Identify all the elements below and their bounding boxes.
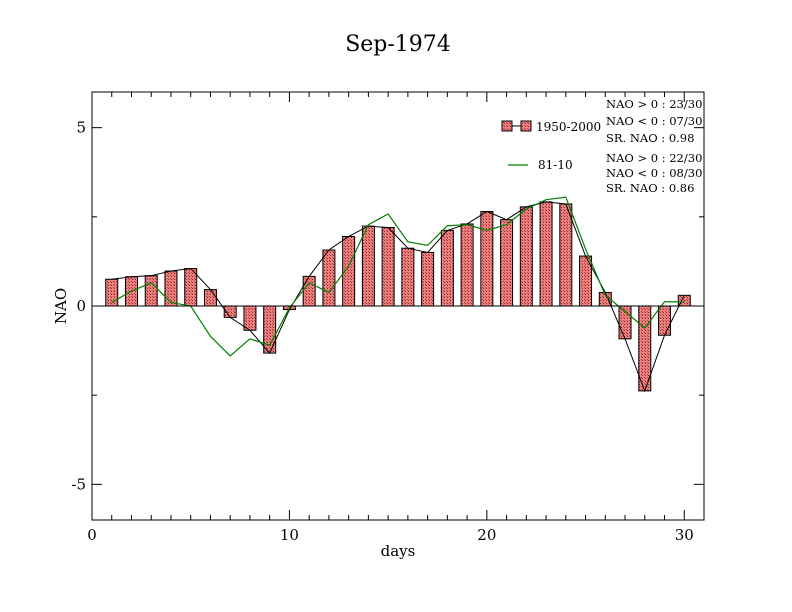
bar-day-6	[203, 289, 217, 307]
series-1950-2000-line	[111, 201, 685, 393]
x-tick-label-0: 0	[87, 526, 97, 544]
bar-day-22	[519, 206, 533, 307]
bar-day-12	[322, 249, 336, 307]
x-tick-label-30: 30	[675, 526, 694, 544]
x-axis-label: days	[381, 542, 416, 560]
chart-title: Sep-1974	[345, 32, 451, 57]
y-tick-label-5: 5	[76, 119, 86, 137]
bar-day-3	[144, 275, 158, 307]
stats-8110-negative: NAO < 0 : 08/30	[606, 166, 702, 180]
bar-day-19	[460, 223, 474, 307]
stats-8110-positive: NAO > 0 : 22/30	[606, 151, 702, 165]
bar-day-29	[658, 305, 672, 336]
bar-day-15	[381, 227, 395, 307]
legend-bar-swatch-right	[520, 120, 532, 132]
y-tick-label--5: -5	[71, 475, 86, 493]
lines-layer	[111, 196, 685, 393]
bar-day-16	[401, 247, 415, 307]
stats-8110-ratio: SR. NAO : 0.86	[606, 181, 694, 195]
stats-1950-positive: NAO > 0 : 23/30	[606, 97, 702, 111]
series-81-10-line	[111, 196, 685, 357]
x-tick-label-10: 10	[280, 526, 299, 544]
bar-day-14	[361, 225, 375, 307]
ticks-layer: 0 10 20 30 -5 0 5	[71, 92, 705, 544]
bars-layer	[105, 201, 691, 392]
bar-day-17	[421, 252, 435, 307]
legend-bar-label: 1950-2000	[536, 120, 601, 134]
bar-day-21	[500, 219, 514, 307]
bar-day-23	[539, 201, 553, 307]
y-tick-label-0: 0	[76, 297, 86, 315]
stats-1950-ratio: SR. NAO : 0.98	[606, 131, 694, 145]
bar-day-9	[263, 305, 277, 354]
bar-day-20	[480, 210, 494, 307]
bar-day-8	[243, 305, 257, 331]
legend-bar-swatch-left	[501, 120, 513, 132]
legend: 1950-2000 81-10 NAO > 0 : 23/30 NAO < 0 …	[501, 97, 702, 195]
bar-day-11	[302, 275, 316, 307]
bar-day-5	[184, 268, 198, 307]
bar-day-4	[164, 270, 178, 307]
bar-day-18	[440, 229, 454, 307]
legend-line-label: 81-10	[538, 158, 573, 172]
bar-day-24	[559, 203, 573, 307]
stats-1950-negative: NAO < 0 : 07/30	[606, 114, 702, 128]
y-axis-label: NAO	[52, 288, 70, 324]
x-tick-label-20: 20	[477, 526, 496, 544]
